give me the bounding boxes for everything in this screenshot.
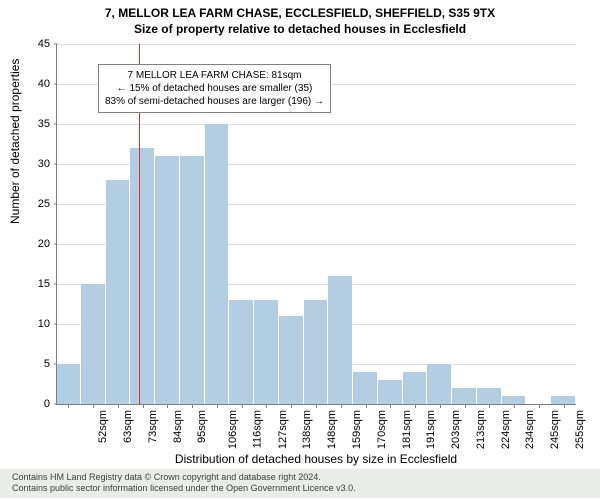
y-tick-label: 40 — [26, 78, 50, 90]
x-tick-label: 84sqm — [172, 410, 184, 443]
y-axis-label: Number of detached properties — [8, 59, 22, 224]
x-tick-label: 245sqm — [549, 410, 561, 449]
y-axis-line — [56, 44, 57, 404]
x-tick-label: 191sqm — [425, 410, 437, 449]
x-tick-mark — [366, 404, 367, 408]
x-tick-label: 116sqm — [251, 410, 263, 448]
bar — [378, 380, 403, 404]
annotation-box: 7 MELLOR LEA FARM CHASE: 81sqm← 15% of d… — [98, 64, 331, 113]
bar — [130, 148, 155, 404]
x-tick-label: 148sqm — [326, 410, 338, 449]
bar — [254, 300, 279, 404]
chart-area: 7 MELLOR LEA FARM CHASE: 81sqm← 15% of d… — [56, 44, 576, 404]
x-tick-mark — [167, 404, 168, 408]
x-tick-label: 95sqm — [196, 410, 208, 443]
annotation-line: 7 MELLOR LEA FARM CHASE: 81sqm — [105, 69, 324, 82]
x-tick-mark — [242, 404, 243, 408]
x-tick-mark — [316, 404, 317, 408]
bar — [304, 300, 329, 404]
x-tick-label: 255sqm — [574, 410, 586, 449]
y-tick-label: 20 — [26, 238, 50, 250]
bar — [427, 364, 452, 404]
x-tick-label: 224sqm — [500, 410, 512, 449]
x-tick-label: 170sqm — [376, 410, 388, 449]
bar — [205, 124, 230, 404]
x-tick-label: 106sqm — [227, 410, 239, 449]
bar — [502, 396, 527, 404]
y-tick-label: 10 — [26, 318, 50, 330]
x-tick-mark — [440, 404, 441, 408]
bar — [155, 156, 180, 404]
x-tick-mark — [341, 404, 342, 408]
bar — [551, 396, 576, 404]
x-tick-mark — [192, 404, 193, 408]
gridline — [56, 44, 576, 45]
y-tick-label: 0 — [26, 398, 50, 410]
x-tick-mark — [68, 404, 69, 408]
bar — [477, 388, 502, 404]
x-tick-mark — [143, 404, 144, 408]
x-tick-mark — [390, 404, 391, 408]
x-tick-mark — [291, 404, 292, 408]
x-tick-label: 138sqm — [302, 410, 314, 449]
y-tick-label: 35 — [26, 118, 50, 130]
x-tick-label: 63sqm — [122, 410, 134, 443]
x-axis-label: Distribution of detached houses by size … — [56, 452, 576, 466]
x-tick-mark — [266, 404, 267, 408]
y-tick-label: 25 — [26, 198, 50, 210]
x-tick-label: 159sqm — [351, 410, 363, 449]
x-tick-label: 73sqm — [147, 410, 159, 443]
bar — [328, 276, 353, 404]
x-tick-mark — [564, 404, 565, 408]
x-tick-mark — [514, 404, 515, 408]
bar — [180, 156, 205, 404]
bar — [452, 388, 477, 404]
x-tick-mark — [93, 404, 94, 408]
x-tick-mark — [539, 404, 540, 408]
bar — [403, 372, 428, 404]
bar — [56, 364, 81, 404]
x-tick-label: 203sqm — [450, 410, 462, 449]
y-tick-label: 30 — [26, 158, 50, 170]
bar — [81, 284, 106, 404]
bar — [229, 300, 254, 404]
y-tick-label: 45 — [26, 38, 50, 50]
x-tick-mark — [465, 404, 466, 408]
y-tick-label: 5 — [26, 358, 50, 370]
x-tick-label: 181sqm — [401, 410, 413, 449]
footer-attribution: Contains HM Land Registry data © Crown c… — [0, 469, 600, 498]
x-tick-mark — [489, 404, 490, 408]
plot-area: 7 MELLOR LEA FARM CHASE: 81sqm← 15% of d… — [56, 44, 576, 404]
annotation-line: 83% of semi-detached houses are larger (… — [105, 95, 324, 108]
x-tick-label: 127sqm — [277, 410, 289, 449]
footer-line-2: Contains public sector information licen… — [12, 483, 588, 495]
page-title: 7, MELLOR LEA FARM CHASE, ECCLESFIELD, S… — [0, 0, 600, 20]
annotation-line: ← 15% of detached houses are smaller (35… — [105, 82, 324, 95]
gridline — [56, 124, 576, 125]
x-tick-mark — [217, 404, 218, 408]
x-tick-label: 52sqm — [97, 410, 109, 443]
x-tick-label: 234sqm — [524, 410, 536, 449]
footer-line-1: Contains HM Land Registry data © Crown c… — [12, 472, 588, 484]
y-axis-ticks: 051015202530354045 — [30, 44, 54, 404]
x-tick-label: 213sqm — [475, 410, 487, 449]
y-tick-label: 15 — [26, 278, 50, 290]
bar — [106, 180, 131, 404]
x-tick-mark — [118, 404, 119, 408]
x-tick-mark — [415, 404, 416, 408]
page-subtitle: Size of property relative to detached ho… — [0, 20, 600, 36]
bar — [353, 372, 378, 404]
bar — [279, 316, 304, 404]
